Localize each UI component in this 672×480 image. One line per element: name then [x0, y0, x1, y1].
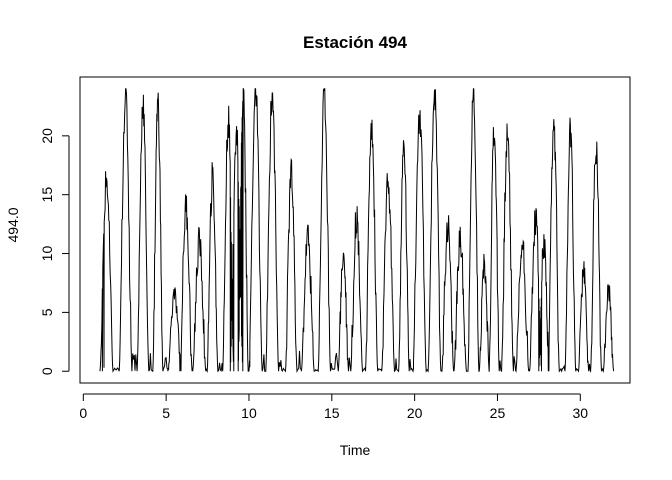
- x-tick-label: 20: [407, 405, 423, 421]
- y-axis-label: 494.0: [5, 207, 21, 242]
- y-tick-label: 15: [39, 187, 55, 203]
- x-tick-label: 0: [79, 405, 87, 421]
- series-line: [99, 88, 615, 374]
- x-tick-label: 5: [162, 405, 170, 421]
- x-tick-label: 30: [573, 405, 589, 421]
- series-layer: [99, 88, 615, 374]
- chart-title: Estación 494: [303, 33, 407, 52]
- y-axis: 0 5 10 15 20: [39, 128, 70, 375]
- x-tick-label: 10: [241, 405, 257, 421]
- plot-area: [79, 76, 631, 384]
- x-tick-label: 15: [324, 405, 340, 421]
- y-tick-label: 5: [39, 308, 55, 316]
- x-axis: 0 5 10 15 20 25 30: [79, 393, 589, 421]
- y-tick-label: 10: [39, 246, 55, 262]
- plot-frame: [79, 76, 631, 384]
- y-tick-label: 0: [39, 367, 55, 375]
- x-axis-label: Time: [340, 442, 371, 458]
- y-tick-label: 20: [39, 128, 55, 144]
- x-tick-label: 25: [490, 405, 506, 421]
